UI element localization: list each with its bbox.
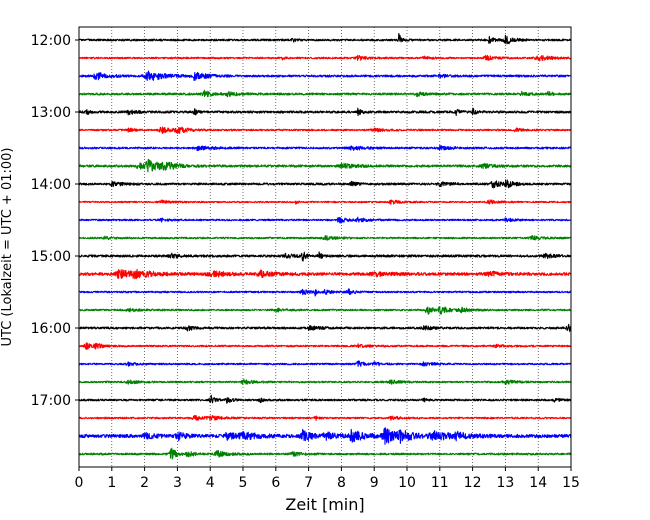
trace-17:45 xyxy=(78,447,572,460)
y-tick-label-15:00: 15:00 xyxy=(31,249,71,265)
trace-13:30 xyxy=(78,144,572,152)
x-tick-label-10: 10 xyxy=(398,475,416,491)
y-tick-label-13:00: 13:00 xyxy=(31,105,71,121)
x-tick-label-2: 2 xyxy=(140,475,149,491)
trace-15:30 xyxy=(78,288,572,297)
x-tick-label-11: 11 xyxy=(431,475,449,491)
grid xyxy=(111,27,539,467)
x-tick-label-15: 15 xyxy=(562,475,580,491)
trace-15:00 xyxy=(78,251,572,262)
y-tick-label-17:00: 17:00 xyxy=(31,393,71,409)
x-tick-label-4: 4 xyxy=(206,475,215,491)
x-tick-label-5: 5 xyxy=(239,475,248,491)
y-tick-label-14:00: 14:00 xyxy=(31,177,71,193)
trace-16:30 xyxy=(78,360,572,367)
trace-17:00 xyxy=(78,394,572,404)
trace-16:00 xyxy=(78,323,572,332)
x-tick-label-0: 0 xyxy=(75,475,84,491)
trace-13:15 xyxy=(78,126,572,134)
trace-14:15 xyxy=(78,199,572,205)
trace-16:15 xyxy=(78,342,572,350)
trace-12:15 xyxy=(78,54,572,62)
trace-17:15 xyxy=(78,414,572,422)
y-axis-ticks: 12:00 13:00 14:00 15:00 16:00 17:00 xyxy=(31,33,79,409)
x-tick-label-3: 3 xyxy=(173,475,182,491)
trace-12:30 xyxy=(78,70,572,81)
x-tick-label-1: 1 xyxy=(107,475,116,491)
x-tick-label-9: 9 xyxy=(370,475,379,491)
x-tick-label-7: 7 xyxy=(304,475,313,491)
trace-15:15 xyxy=(78,268,572,280)
trace-13:00 xyxy=(78,107,572,117)
x-tick-label-12: 12 xyxy=(464,475,482,491)
trace-12:00 xyxy=(78,32,572,45)
x-tick-label-8: 8 xyxy=(337,475,346,491)
trace-17:30 xyxy=(78,427,572,445)
plot-frame xyxy=(78,26,572,468)
trace-12:45 xyxy=(78,89,572,98)
y-tick-label-16:00: 16:00 xyxy=(31,321,71,337)
x-axis-label: Zeit [min] xyxy=(285,495,364,514)
x-tick-label-14: 14 xyxy=(529,475,547,491)
y-axis-label: UTC (Lokalzeit = UTC + 01:00) xyxy=(0,148,15,347)
trace-16:45 xyxy=(78,378,572,386)
x-axis-ticks: 0 1 2 3 4 5 6 7 8 9 10 11 12 13 14 15 xyxy=(75,467,580,491)
x-tick-label-6: 6 xyxy=(271,475,280,491)
x-tick-label-13: 13 xyxy=(496,475,514,491)
trace-14:45 xyxy=(78,234,572,241)
trace-13:45 xyxy=(78,158,572,173)
trace-14:30 xyxy=(78,216,572,224)
trace-14:00 xyxy=(78,179,572,189)
traces xyxy=(78,32,572,460)
y-tick-label-12:00: 12:00 xyxy=(31,33,71,49)
trace-15:45 xyxy=(78,306,572,315)
